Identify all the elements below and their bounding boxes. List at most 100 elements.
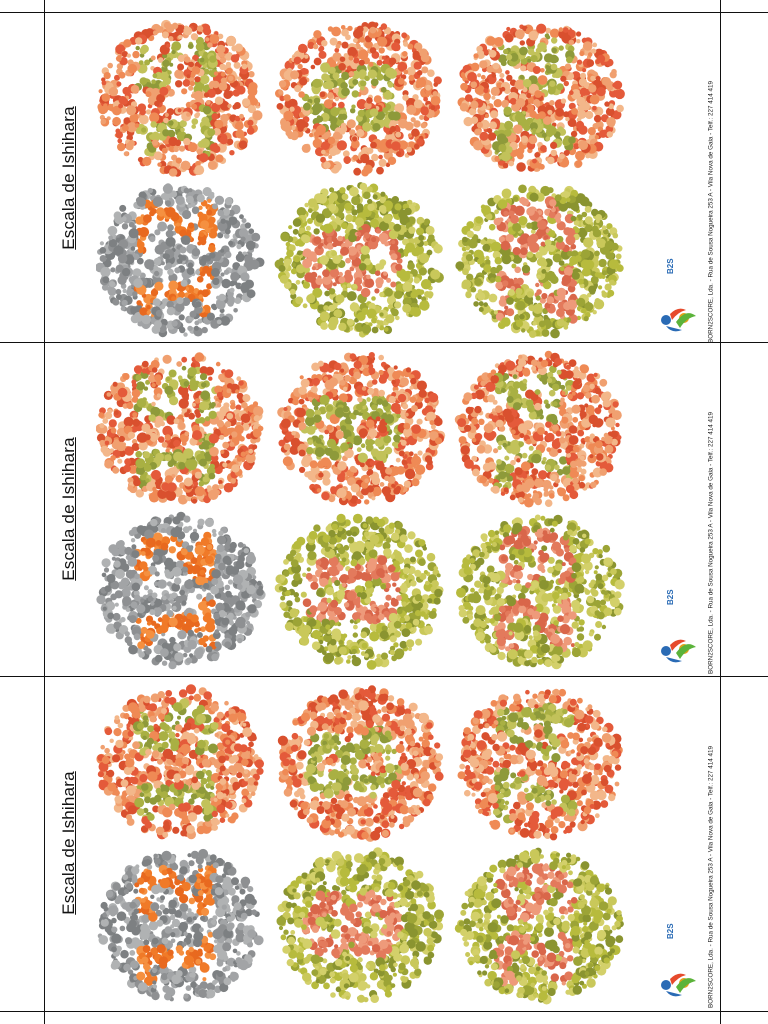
b2s-logo-icon <box>661 308 696 332</box>
plate-dot <box>168 273 178 283</box>
plate-dot <box>204 255 211 262</box>
plate-dot <box>330 188 335 192</box>
plate-dot <box>530 221 540 231</box>
plate-dot <box>341 222 348 230</box>
plate-dot <box>200 220 210 230</box>
plate-dot <box>207 198 212 203</box>
plate-dot <box>418 389 427 398</box>
plate-dot <box>532 66 541 74</box>
plate-dot <box>328 288 336 295</box>
plate-dot <box>393 487 401 495</box>
plate-dot <box>149 210 155 217</box>
plate-dot <box>346 119 356 129</box>
plate-dot <box>178 291 185 299</box>
plate-dot <box>334 407 346 418</box>
plate-dot <box>612 110 622 120</box>
logo-text: B2S <box>666 258 675 274</box>
plate-dot <box>550 141 558 149</box>
plate-dot <box>506 308 515 317</box>
plate-dot <box>316 488 322 493</box>
plate-dot <box>118 103 124 109</box>
plate-dot <box>583 316 589 322</box>
plate-dot <box>141 127 147 133</box>
plate-dot <box>364 478 369 483</box>
plate-dot <box>198 480 205 487</box>
plate-dot <box>162 129 170 137</box>
plate-dot <box>278 439 286 447</box>
plate-dot <box>283 110 294 121</box>
plate-dot <box>393 223 402 232</box>
plate-dot <box>180 235 191 245</box>
plate-dot <box>402 90 409 97</box>
plate-dot <box>400 142 407 149</box>
plate-dot <box>215 299 226 310</box>
plate-dot <box>339 56 346 62</box>
plate-dot <box>566 227 576 237</box>
plate-dot <box>378 158 387 167</box>
plate-dot <box>516 152 524 160</box>
plate-dot <box>356 499 362 504</box>
plate-dot <box>330 486 338 494</box>
plate-dot <box>388 57 397 65</box>
plate-dot <box>558 260 565 266</box>
plate-dot <box>128 228 139 239</box>
plate-dot <box>358 59 365 66</box>
plate-dot <box>490 86 500 96</box>
plate-dot <box>492 62 500 70</box>
plate-dot <box>205 100 211 105</box>
plate-dot <box>606 223 613 230</box>
plate-dot <box>135 196 143 204</box>
plate-dot <box>178 34 183 40</box>
plate-dot <box>504 33 514 43</box>
plate-dot <box>162 425 173 437</box>
plate-dot <box>506 54 513 61</box>
plate-dot <box>352 435 363 446</box>
plate-dot <box>552 253 562 263</box>
plate-dot <box>582 41 593 51</box>
plate-dot <box>550 207 556 213</box>
plate-dot <box>216 420 224 428</box>
plate-dot <box>371 476 381 485</box>
plate-dot <box>123 416 134 427</box>
plate-dot <box>231 464 240 473</box>
plate-dot <box>151 139 159 146</box>
plate-dot <box>427 459 433 466</box>
plate-dot <box>298 449 306 457</box>
plate-dot <box>368 352 375 359</box>
plate-dot <box>555 108 565 117</box>
plate-dot <box>413 61 422 70</box>
plate-dot <box>143 464 152 472</box>
plate-dot <box>344 417 352 425</box>
plate-dot <box>577 109 587 119</box>
plate-dot <box>154 229 161 236</box>
plate-dot <box>427 69 435 77</box>
plate-dot <box>199 153 209 163</box>
plate-dot <box>194 409 200 415</box>
plate-dot <box>567 118 577 127</box>
plate-dot <box>381 55 386 60</box>
plate-dot <box>474 225 481 232</box>
plate-dot <box>218 81 228 91</box>
plate-dot <box>154 281 164 291</box>
plate-dot <box>183 381 190 387</box>
plate-dot <box>495 312 504 321</box>
plate-dot <box>568 195 576 204</box>
plate-dot <box>116 81 122 87</box>
plate-dot <box>338 102 344 108</box>
plate-dot <box>241 63 248 70</box>
plate-dot <box>532 158 537 164</box>
plate-dot <box>241 282 249 290</box>
plate-dot <box>157 221 168 232</box>
plate-dot <box>478 307 484 312</box>
plate-dot <box>291 262 297 268</box>
plate-dot <box>489 277 496 283</box>
plate-dot <box>218 483 224 489</box>
plate-dot <box>108 419 117 428</box>
plate-dot <box>158 210 165 217</box>
separator-line <box>0 676 768 677</box>
plate-dot <box>455 261 465 271</box>
plate-dot <box>191 206 200 214</box>
plate-dot <box>246 289 256 299</box>
plate-dot <box>426 249 433 256</box>
plate-dot <box>344 229 349 234</box>
